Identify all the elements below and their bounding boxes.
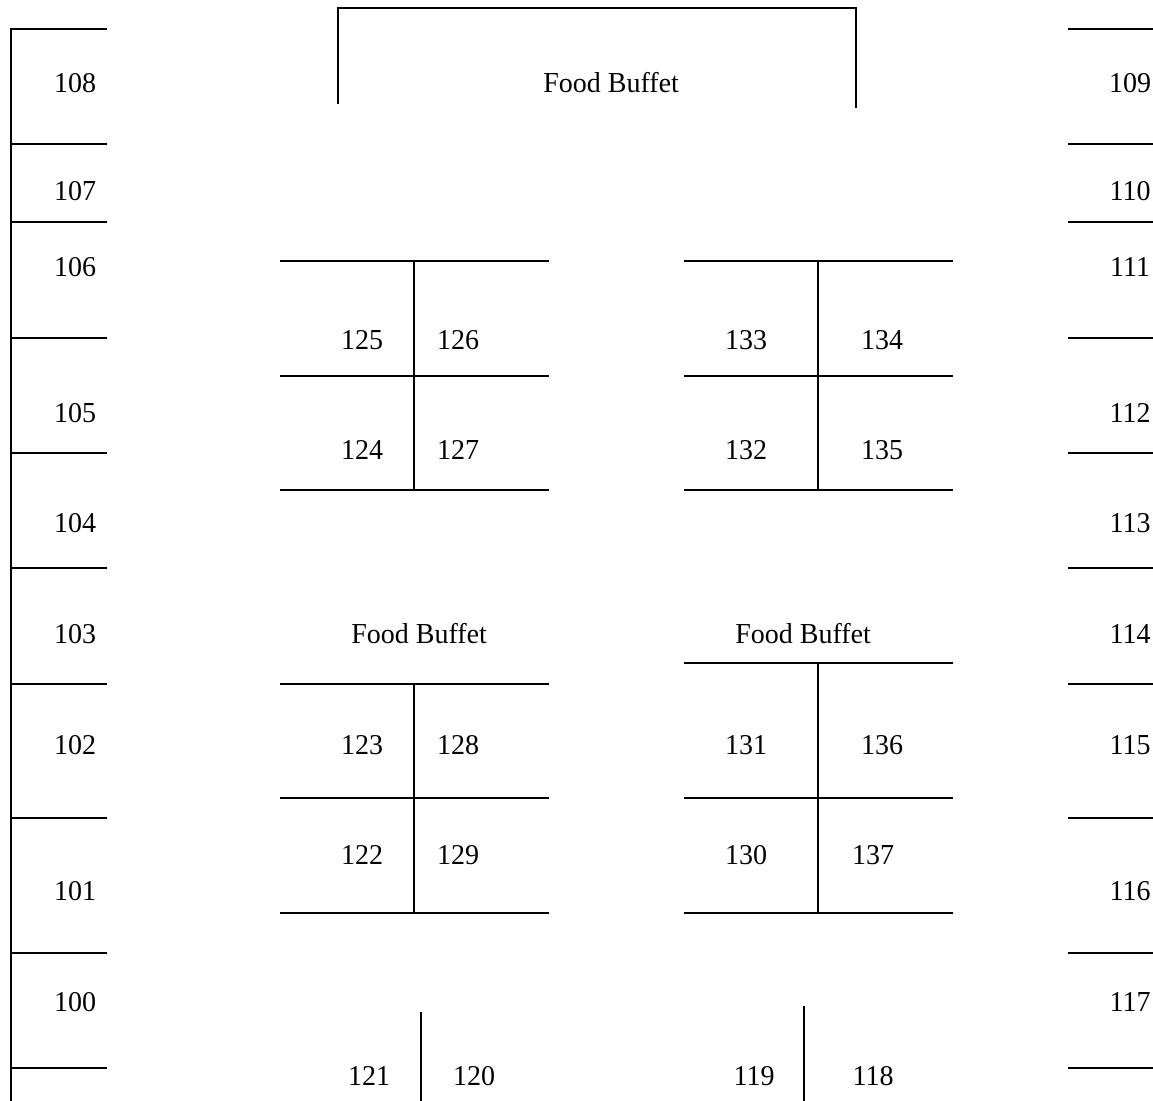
booth-label-left: 105: [54, 398, 96, 429]
booth-label-left: 108: [54, 68, 96, 99]
booth-label: 124: [341, 435, 383, 466]
booth-label-right: 114: [1109, 619, 1151, 650]
right-divider: [1068, 567, 1153, 569]
booth-label: 119: [733, 1061, 775, 1092]
booth-label-left: 103: [54, 619, 96, 650]
booth-label-right: 110: [1109, 176, 1151, 207]
booth-label-right: 113: [1109, 508, 1151, 539]
left-divider: [10, 28, 107, 30]
booth-label: 128: [437, 730, 479, 761]
bottom-pair-divider: [803, 1006, 805, 1101]
middle-left-buffet-label: Food Buffet: [351, 619, 487, 650]
left-divider: [10, 817, 107, 819]
booth-label: 137: [852, 840, 894, 871]
block-divider: [817, 662, 819, 913]
right-divider: [1068, 452, 1153, 454]
booth-label-left: 101: [54, 876, 96, 907]
booth-label: 125: [341, 325, 383, 356]
booth-label-left: 107: [54, 176, 96, 207]
right-divider: [1068, 221, 1153, 223]
booth-label: 118: [852, 1061, 894, 1092]
top-buffet-label: Food Buffet: [543, 68, 679, 99]
right-divider: [1068, 817, 1153, 819]
block-divider: [817, 260, 819, 491]
booth-label: 134: [861, 325, 903, 356]
booth-label: 132: [725, 435, 767, 466]
booth-label: 131: [725, 730, 767, 761]
left-divider: [10, 1067, 107, 1069]
booth-label: 126: [437, 325, 479, 356]
booth-label-left: 100: [54, 987, 96, 1018]
booth-label: 127: [437, 435, 479, 466]
booth-label: 121: [348, 1061, 390, 1092]
right-divider: [1068, 143, 1153, 145]
booth-label-right: 116: [1109, 876, 1151, 907]
booth-label: 133: [725, 325, 767, 356]
right-divider: [1068, 952, 1153, 954]
block-line: [280, 912, 549, 914]
middle-right-buffet-label: Food Buffet: [735, 619, 871, 650]
left-divider: [10, 337, 107, 339]
booth-label: 135: [861, 435, 903, 466]
booth-label-left: 104: [54, 508, 96, 539]
booth-label: 120: [453, 1061, 495, 1092]
right-divider: [1068, 28, 1153, 30]
left-divider: [10, 952, 107, 954]
booth-label-left: 106: [54, 252, 96, 283]
left-divider: [10, 452, 107, 454]
booth-label-right: 111: [1110, 252, 1150, 283]
left-wall: [10, 28, 12, 1101]
booth-label-right: 109: [1109, 68, 1151, 99]
booth-label-right: 115: [1109, 730, 1151, 761]
booth-label-right: 112: [1109, 398, 1151, 429]
block-divider: [413, 683, 415, 913]
left-divider: [10, 221, 107, 223]
right-divider: [1068, 1067, 1153, 1069]
top-buffet-right-line: [855, 7, 857, 108]
right-divider: [1068, 337, 1153, 339]
block-divider: [413, 260, 415, 491]
top-buffet-top-line: [338, 7, 857, 9]
booth-label: 122: [341, 840, 383, 871]
left-divider: [10, 683, 107, 685]
right-divider: [1068, 683, 1153, 685]
booth-label: 130: [725, 840, 767, 871]
left-divider: [10, 567, 107, 569]
bottom-pair-divider: [420, 1012, 422, 1101]
block-line: [684, 912, 953, 914]
left-divider: [10, 143, 107, 145]
booth-label-right: 117: [1109, 987, 1151, 1018]
booth-label: 136: [861, 730, 903, 761]
top-buffet-left-line: [337, 7, 339, 104]
booth-label: 123: [341, 730, 383, 761]
booth-label-left: 102: [54, 730, 96, 761]
booth-label: 129: [437, 840, 479, 871]
